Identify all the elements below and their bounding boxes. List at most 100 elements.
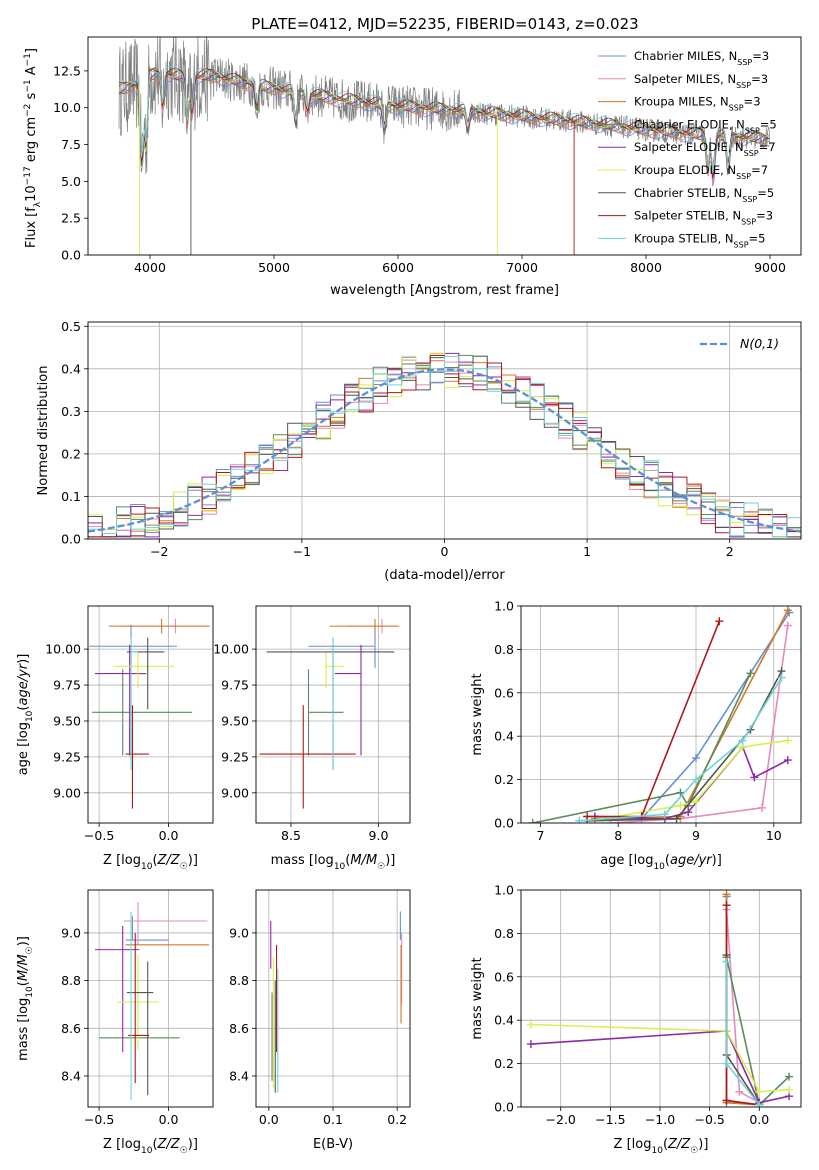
mass-weight-marker xyxy=(738,736,747,745)
mass-weight-line xyxy=(579,677,783,822)
y-tick-label: 10.00 xyxy=(45,642,81,657)
legend-entry-normal: N(0,1) xyxy=(740,336,779,351)
mass-weight-marker xyxy=(758,803,767,812)
legend-entry-nssp: 3 xyxy=(753,95,760,109)
y-tick-label: 2.5 xyxy=(61,211,81,226)
y-tick-label: 0.2 xyxy=(494,772,514,787)
mass-weight-marker xyxy=(722,957,731,966)
legend-entry-nssp: 7 xyxy=(761,163,768,177)
x-tick-label: 1 xyxy=(583,544,591,559)
plot-area xyxy=(88,606,213,823)
y-tick-label: 0.6 xyxy=(494,969,514,984)
mass-weight-line xyxy=(725,909,760,1104)
y-tick-label: 9.75 xyxy=(221,678,249,693)
y-tick-label: 0.3 xyxy=(61,404,81,419)
y-tick-label: 9.50 xyxy=(53,713,81,728)
mass-weight-marker xyxy=(722,1096,731,1105)
y-tick-label: 0.0 xyxy=(61,248,81,263)
legend-entry-nssp: 5 xyxy=(767,186,774,200)
x-tick-label: 8 xyxy=(614,828,622,843)
y-tick-label: 0.2 xyxy=(494,1056,514,1071)
plot-area xyxy=(118,37,771,255)
figure-title: PLATE=0412, MJD=52235, FIBERID=0143, z=0… xyxy=(251,15,638,33)
y-tick-label: 9.0 xyxy=(229,925,249,940)
legend-entry-nssp: 3 xyxy=(761,72,768,86)
y-tick-label: 0.4 xyxy=(494,1013,514,1028)
mass-weight-marker xyxy=(777,673,786,682)
mass-weight-line xyxy=(587,670,783,822)
model-spectrum-line xyxy=(118,75,770,187)
y-tick-label: 12.5 xyxy=(53,63,81,78)
axes-frame xyxy=(87,321,802,540)
mass-weight-line xyxy=(587,620,721,818)
axes-frame xyxy=(87,36,802,256)
legend-entry-nssp: 5 xyxy=(769,117,776,131)
normal-distribution-curve xyxy=(88,368,801,533)
x-tick-label: 6000 xyxy=(382,260,414,275)
y-tick-label: 0.8 xyxy=(494,642,514,657)
mass-weight-line xyxy=(530,1030,790,1104)
panel-mass_vs_Z: −0.5 0.0 8.4 8.6 8.8 9.0 Z [log10(Z/Z☉)] mass [… xyxy=(16,889,214,1156)
y-tick-label: 0.6 xyxy=(494,685,514,700)
y-tick-label: 1.0 xyxy=(494,883,514,898)
x-tick-label: −0.5 xyxy=(84,828,114,843)
x-axis-label: (data-model)/error xyxy=(384,568,505,583)
plot-area xyxy=(88,322,801,539)
axes-frame xyxy=(255,889,411,1108)
mass-weight-marker xyxy=(575,816,584,823)
legend-entry: Salpeter STELIB, NSSP=3 xyxy=(634,209,773,227)
x-tick-label: 10 xyxy=(766,828,782,843)
x-tick-label: 9 xyxy=(692,828,700,843)
x-tick-label: −2.0 xyxy=(546,1112,576,1127)
x-axis-label: wavelength [Angstrom, rest frame] xyxy=(330,283,559,298)
y-tick-label: 10.00 xyxy=(213,642,249,657)
x-tick-label: −2 xyxy=(150,544,168,559)
x-axis-label: Z [log10(Z/Z☉)] xyxy=(103,853,198,872)
legend-entry: Kroupa MILES, NSSP=3 xyxy=(634,95,761,113)
legend-entry-name: Kroupa MILES xyxy=(634,95,713,109)
x-tick-label: −0.5 xyxy=(694,1112,724,1127)
x-tick-label: −1 xyxy=(293,544,311,559)
y-tick-label: 8.6 xyxy=(61,1021,81,1036)
mass-weight-marker xyxy=(735,1087,744,1096)
panel-age_vs_Z: −0.5 0.0 9.00 9.25 9.50 9.75 10.00 Z [log10(Z/Z… xyxy=(16,605,214,872)
x-tick-label: 9.0 xyxy=(369,828,389,843)
mass-weight-marker xyxy=(722,890,731,899)
mass-weight-marker xyxy=(692,753,700,762)
y-tick-label: 0.8 xyxy=(494,926,514,941)
mass-weight-marker xyxy=(755,1087,764,1096)
legend-entry: Salpeter MILES, NSSP=3 xyxy=(634,72,768,90)
y-tick-label: 8.8 xyxy=(229,973,249,988)
x-tick-label: 0.2 xyxy=(387,1112,407,1127)
x-tick-label: 5000 xyxy=(258,260,290,275)
y-tick-label: 0.4 xyxy=(494,729,514,744)
legend-entry: Salpeter ELODIE, NSSP=7 xyxy=(634,140,776,158)
y-tick-label: 8.8 xyxy=(61,973,81,988)
mass-weight-marker xyxy=(672,814,681,823)
y-tick-label: 10.0 xyxy=(53,100,81,115)
mass-weight-marker xyxy=(783,736,792,745)
x-axis-label: Z [log10(Z/Z☉)] xyxy=(103,1137,198,1156)
mass-weight-marker xyxy=(783,756,792,765)
x-tick-label: 8.5 xyxy=(281,828,301,843)
legend-entry: Kroupa ELODIE, NSSP=7 xyxy=(634,163,768,181)
legend-entry: Kroupa STELIB, NSSP=5 xyxy=(634,231,766,249)
y-tick-label: 0.0 xyxy=(494,816,514,831)
mass-weight-marker xyxy=(783,606,792,615)
y-tick-label: 0.2 xyxy=(61,446,81,461)
legend-entry-name: Chabrier MILES xyxy=(634,49,721,63)
panel-spectrum: 4000 5000 6000 7000 8000 9000 0.0 2.5 5.0 7.5 10.0… xyxy=(23,36,802,298)
y-axis-label: Normed distribution xyxy=(36,366,51,496)
y-tick-label: 9.25 xyxy=(53,749,81,764)
legend-entry-name: Salpeter STELIB xyxy=(634,209,725,223)
axes-frame xyxy=(255,605,411,824)
legend-entry-name: Chabrier ELODIE xyxy=(634,117,729,131)
mass-weight-line xyxy=(530,1023,790,1093)
legend-entry-name: Salpeter MILES xyxy=(634,72,720,86)
model-spectrum-line xyxy=(118,67,770,178)
legend-entry: Chabrier MILES, NSSP=3 xyxy=(634,49,769,67)
mass-weight-marker xyxy=(528,819,537,823)
mass-weight-line xyxy=(725,905,760,1106)
panel-weight_vs_Z: −2.0 −1.5 −1.0 −0.5 0.0 0.0 0.2 0.4 0.6 0.8 1.0 Z [… xyxy=(470,883,802,1156)
mass-weight-marker xyxy=(692,797,700,806)
